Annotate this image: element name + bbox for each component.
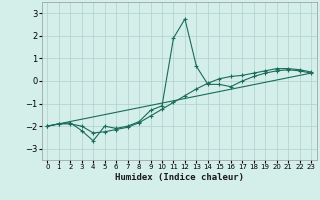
X-axis label: Humidex (Indice chaleur): Humidex (Indice chaleur) [115,173,244,182]
